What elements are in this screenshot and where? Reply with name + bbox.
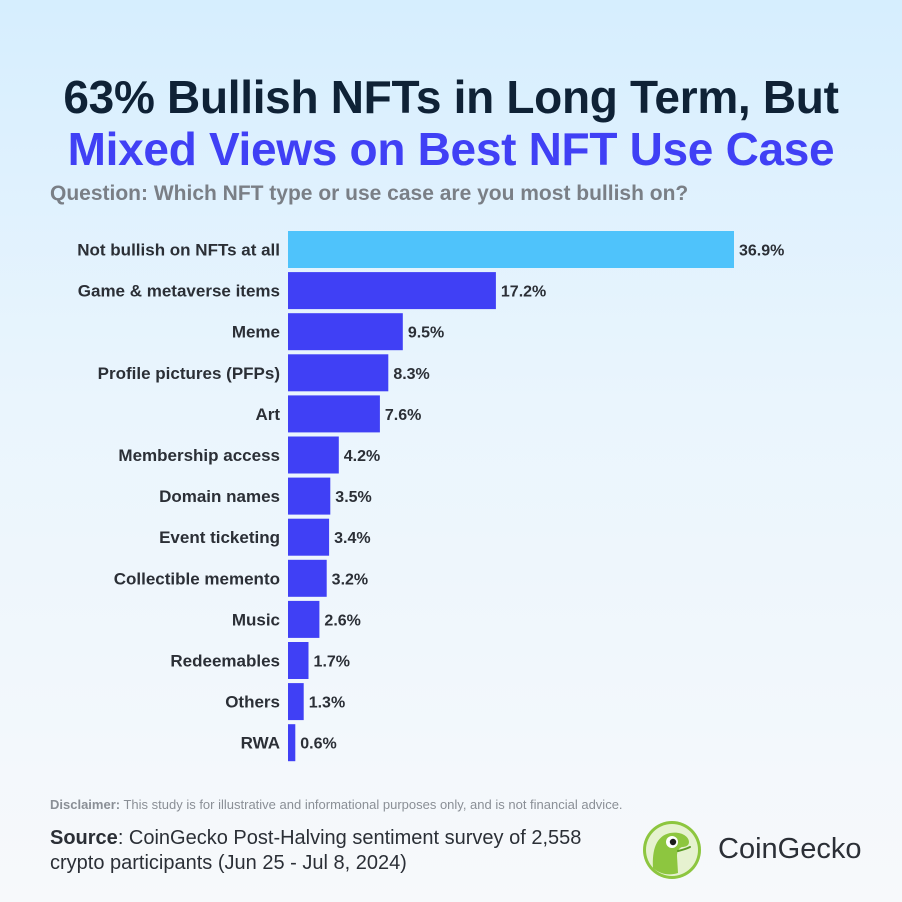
value-label: 17.2% [501,284,546,301]
bar-9 [288,600,320,638]
title-line-2: Mixed Views on Best NFT Use Case [67,123,835,175]
category-label: Not bullish on NFTs at all [77,241,280,260]
coingecko-logo-icon [643,821,701,879]
bar-2 [288,313,403,351]
category-label: Art [255,405,280,424]
category-label: Meme [232,323,280,342]
brand-name: CoinGecko [718,833,862,865]
value-label: 1.7% [314,654,350,671]
value-label: 3.5% [335,489,371,506]
value-label: 2.6% [324,612,360,629]
category-label: Redeemables [170,652,280,671]
bar-5 [288,436,339,474]
value-label: 3.4% [334,530,370,547]
value-label: 7.6% [385,407,421,424]
source-note: Source: CoinGecko Post-Halving sentiment… [50,826,610,876]
value-label: 0.6% [300,736,336,753]
bar-6 [288,477,331,515]
source-label: Source [50,827,118,849]
bar-12 [288,724,296,762]
value-label: 1.3% [309,695,345,712]
bar-7 [288,518,330,556]
bar-8 [288,559,327,597]
value-label: 4.2% [344,448,380,465]
category-label: RWA [241,734,280,753]
title-line-1: 63% Bullish NFTs in Long Term, But [63,71,839,123]
bar-4 [288,395,380,433]
value-label: 9.5% [408,325,444,342]
bar-chart: Not bullish on NFTs at all 36.9% Game & me… [77,231,784,762]
category-label: Membership access [118,446,280,465]
category-label: Collectible memento [114,569,280,588]
value-label: 8.3% [393,366,429,383]
category-label: Profile pictures (PFPs) [98,364,280,383]
category-label: Domain names [159,487,280,506]
category-label: Music [232,610,280,629]
category-label: Game & metaverse items [78,282,280,301]
bar-1 [288,272,496,310]
disclaimer-label: Disclaimer: [50,797,121,812]
subtitle: Question: Which NFT type or use case are… [50,182,689,205]
disclaimer: Disclaimer: This study is for illustrati… [50,797,623,812]
disclaimer-text: This study is for illustrative and infor… [120,797,623,812]
category-label: Others [225,693,280,712]
bar-11 [288,683,304,721]
bar-0 [288,231,734,268]
value-label: 36.9% [739,243,784,260]
bar-10 [288,642,309,679]
category-label: Event ticketing [159,528,280,547]
source-text: : CoinGecko Post-Halving sentiment surve… [50,827,582,874]
value-label: 3.2% [332,571,368,588]
bar-3 [288,354,389,392]
